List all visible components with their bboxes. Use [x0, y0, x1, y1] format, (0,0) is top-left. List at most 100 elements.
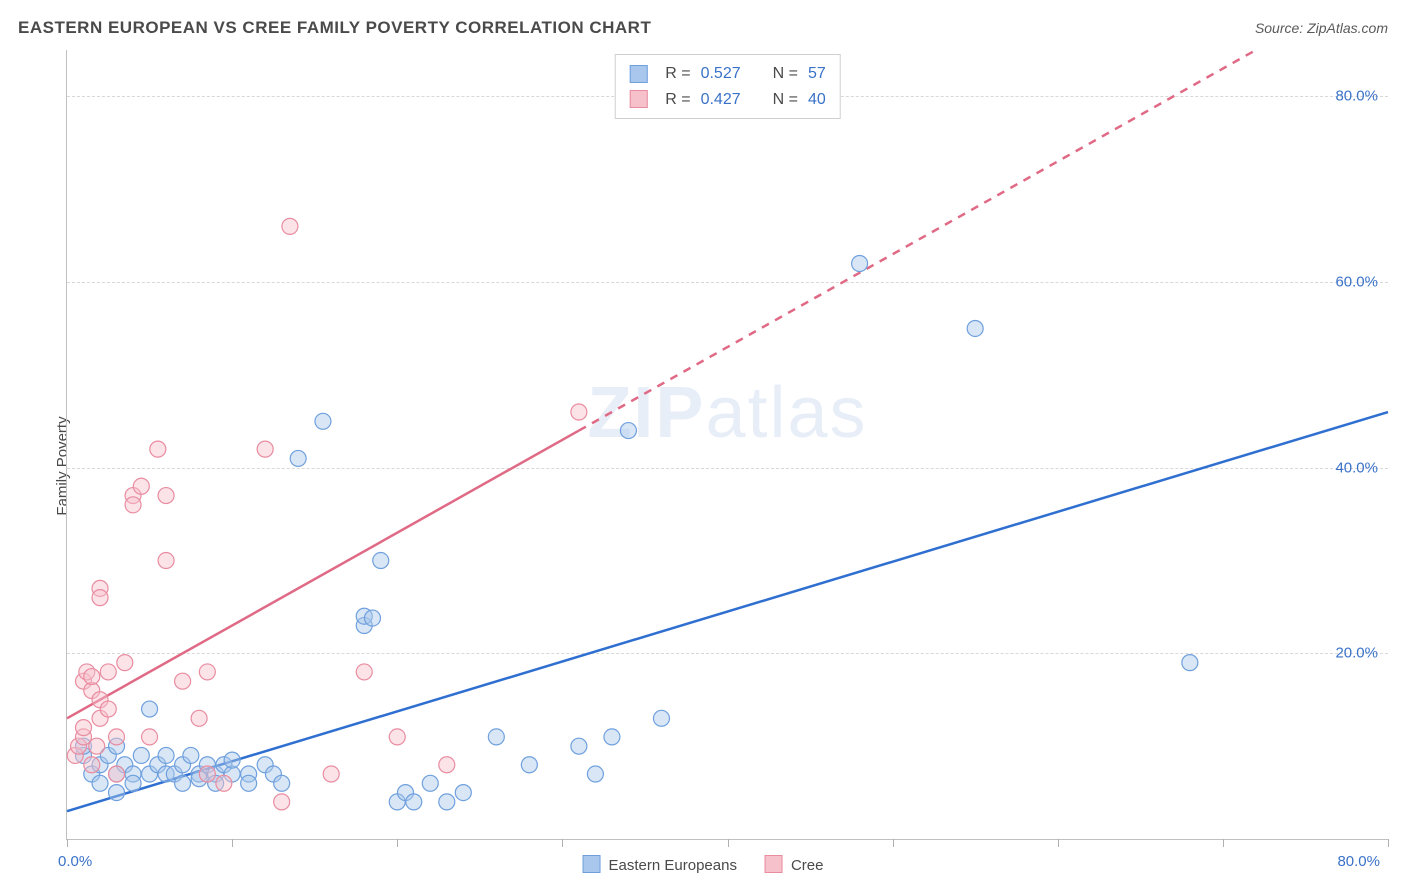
x-tick: [397, 839, 398, 847]
bottom-legend: Eastern Europeans Cree: [583, 855, 824, 874]
x-axis-min-label: 0.0%: [58, 853, 92, 870]
data-point: [290, 450, 306, 466]
data-point: [653, 710, 669, 726]
data-point: [84, 669, 100, 685]
data-point: [620, 423, 636, 439]
data-point: [439, 794, 455, 810]
x-tick: [893, 839, 894, 847]
data-point: [125, 775, 141, 791]
data-point: [571, 404, 587, 420]
trend-line: [67, 431, 579, 719]
data-point: [323, 766, 339, 782]
x-tick: [1388, 839, 1389, 847]
data-point: [109, 766, 125, 782]
data-point: [274, 794, 290, 810]
data-point: [224, 752, 240, 768]
data-point: [150, 441, 166, 457]
legend-swatch: [583, 855, 601, 873]
stat-n-label: N =: [773, 61, 798, 87]
plot-area: ZIPatlas R = 0.527N = 57R = 0.427N = 40 …: [66, 50, 1388, 840]
data-point: [109, 729, 125, 745]
data-point: [142, 729, 158, 745]
data-point: [356, 664, 372, 680]
data-point: [455, 785, 471, 801]
data-point: [521, 757, 537, 773]
y-tick-label: 20.0%: [1335, 645, 1378, 662]
x-tick: [1058, 839, 1059, 847]
stat-r-value: 0.527: [701, 61, 741, 87]
data-point: [852, 255, 868, 271]
data-point: [406, 794, 422, 810]
legend-item: Cree: [765, 855, 824, 874]
data-point: [158, 488, 174, 504]
stats-row: R = 0.427 N = 40: [629, 87, 826, 113]
stat-r-value: 0.427: [701, 87, 741, 113]
x-tick: [67, 839, 68, 847]
data-point: [373, 553, 389, 569]
data-point: [100, 701, 116, 717]
data-point: [76, 720, 92, 736]
data-point: [439, 757, 455, 773]
data-point: [191, 710, 207, 726]
x-tick: [562, 839, 563, 847]
data-point: [422, 775, 438, 791]
data-point: [282, 218, 298, 234]
stat-n-value: 40: [808, 87, 826, 113]
data-point: [158, 747, 174, 763]
x-tick: [232, 839, 233, 847]
legend-swatch: [629, 65, 647, 83]
stat-r-label: R =: [665, 87, 690, 113]
plot-svg: [67, 50, 1388, 839]
stats-legend: R = 0.527 N = 57 R = 0.427 N = 40: [614, 54, 841, 119]
data-point: [100, 664, 116, 680]
stat-n-value: 57: [808, 61, 826, 87]
trend-line: [67, 412, 1388, 811]
chart-title: EASTERN EUROPEAN VS CREE FAMILY POVERTY …: [18, 18, 651, 38]
data-point: [117, 655, 133, 671]
data-point: [109, 785, 125, 801]
data-point: [571, 738, 587, 754]
data-point: [241, 775, 257, 791]
legend-item: Eastern Europeans: [583, 855, 737, 874]
stat-n-label: N =: [773, 87, 798, 113]
data-point: [89, 738, 105, 754]
data-point: [274, 775, 290, 791]
source-label: Source: ZipAtlas.com: [1255, 20, 1388, 36]
data-point: [199, 766, 215, 782]
chart-container: Family Poverty ZIPatlas R = 0.527N = 57R…: [18, 50, 1388, 882]
data-point: [364, 610, 380, 626]
data-point: [604, 729, 620, 745]
stats-row: R = 0.527 N = 57: [629, 61, 826, 87]
data-point: [216, 775, 232, 791]
data-point: [389, 729, 405, 745]
data-point: [257, 441, 273, 457]
x-tick: [1223, 839, 1224, 847]
data-point: [315, 413, 331, 429]
data-point: [199, 664, 215, 680]
data-point: [142, 701, 158, 717]
data-point: [84, 757, 100, 773]
y-tick-label: 80.0%: [1335, 88, 1378, 105]
data-point: [133, 747, 149, 763]
data-point: [133, 478, 149, 494]
y-tick-label: 40.0%: [1335, 459, 1378, 476]
legend-swatch: [629, 90, 647, 108]
data-point: [967, 320, 983, 336]
x-tick: [728, 839, 729, 847]
data-point: [488, 729, 504, 745]
data-point: [175, 775, 191, 791]
legend-swatch: [765, 855, 783, 873]
data-point: [183, 747, 199, 763]
data-point: [175, 673, 191, 689]
legend-label: Eastern Europeans: [609, 857, 737, 874]
data-point: [92, 775, 108, 791]
data-point: [125, 497, 141, 513]
data-point: [587, 766, 603, 782]
legend-label: Cree: [791, 857, 824, 874]
data-point: [158, 553, 174, 569]
y-tick-label: 60.0%: [1335, 274, 1378, 291]
stat-r-label: R =: [665, 61, 690, 87]
data-point: [1182, 655, 1198, 671]
data-point: [92, 590, 108, 606]
x-axis-max-label: 80.0%: [1337, 853, 1380, 870]
